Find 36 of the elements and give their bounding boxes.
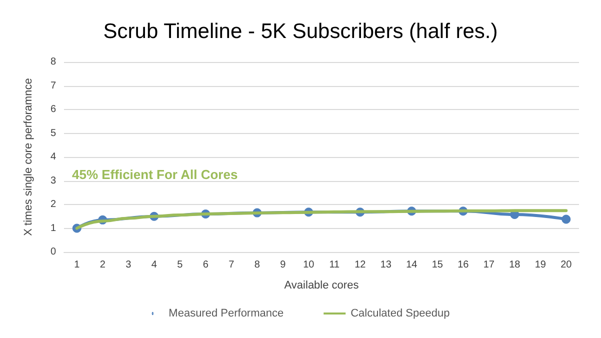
legend-label: Calculated Speedup (350, 308, 450, 320)
y-axis-title: X times single core perforamnce (22, 78, 34, 236)
x-tick-label: 16 (458, 260, 470, 270)
legend-label: Measured Performance (168, 308, 284, 320)
x-tick-label: 8 (254, 260, 260, 270)
x-tick-label: 11 (329, 260, 340, 270)
y-tick-label: 0 (50, 246, 56, 258)
y-tick-label: 2 (50, 199, 56, 210)
y-tick-label: 1 (50, 222, 56, 234)
x-tick-label: 7 (228, 260, 235, 270)
x-axis-title: Available cores (284, 280, 360, 292)
y-tick-label: 3 (50, 175, 56, 186)
x-tick-label: 19 (534, 260, 546, 270)
x-tick-label: 9 (280, 260, 286, 270)
x-tick-label: 1 (74, 260, 80, 270)
x-tick-label: 18 (509, 260, 521, 270)
x-tick-label: 17 (483, 260, 495, 270)
x-tick-label: 12 (354, 260, 366, 270)
x-tick-label: 4 (151, 260, 158, 270)
y-tick-label: 6 (50, 104, 56, 115)
x-tick-label: 2 (100, 260, 106, 270)
x-tick-label: 14 (406, 260, 418, 270)
x-tick-label: 13 (380, 260, 392, 270)
x-tick-label: 5 (177, 260, 184, 270)
y-tick-label: 7 (50, 80, 56, 92)
x-tick-label: 10 (303, 260, 315, 270)
y-tick-label: 8 (50, 56, 56, 68)
x-tick-label: 3 (126, 260, 132, 270)
x-tick-label: 15 (432, 260, 444, 270)
y-tick-label: 5 (50, 128, 56, 139)
point (562, 214, 571, 224)
x-tick-label: 6 (202, 260, 209, 270)
chart-title: Scrub Timeline - 5K Subscribers (half res.) (103, 20, 498, 43)
annotation: 45% Efficient For All Cores (72, 167, 238, 182)
x-tick-label: 20 (560, 260, 572, 270)
y-tick-label: 4 (50, 152, 56, 162)
